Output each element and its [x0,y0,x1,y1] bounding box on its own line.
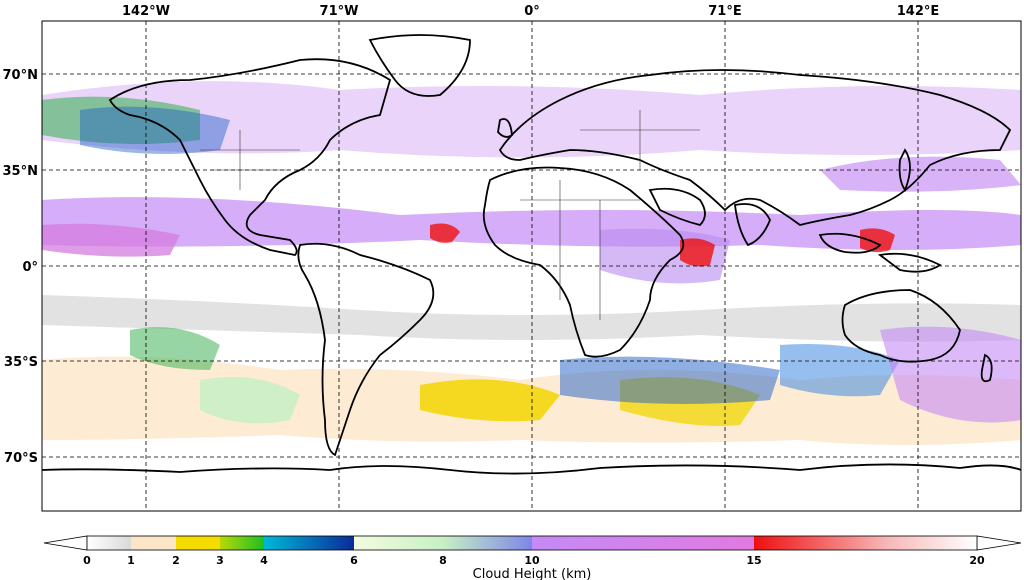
colorbar-tick-1: 1 [127,554,135,567]
colorbar-max-extend [976,535,1022,551]
colorbar-seg-10-15 [532,536,754,550]
colorbar-tick-6: 6 [350,554,358,567]
colorbar-tick-10: 10 [524,554,540,567]
colorbar-seg-1-2 [131,536,176,550]
coastlines [41,34,1022,475]
map-frame [41,20,1022,512]
lat-label-35n: 35°N [3,164,38,179]
colorbar-title: Cloud Height (km) [473,567,592,580]
country-borders [200,110,700,320]
colorbar-tick-4: 4 [260,554,268,567]
lat-label-70s: 70°S [4,451,38,466]
cloud-field [42,81,1021,445]
lon-label-142e: 142°E [897,4,940,19]
colorbar-tick-3: 3 [216,554,224,567]
colorbar-seg-6-10 [354,536,532,550]
gridlines [42,21,1021,511]
colorbar-seg-15-20 [754,536,977,550]
colorbar-frame [86,535,978,551]
colorbar-min-extend [43,535,88,551]
colorbar-tick-2: 2 [172,554,180,567]
lat-label-70n: 70°N [3,68,38,83]
lat-label-0: 0° [22,260,38,275]
colorbar-tick-15: 15 [746,554,761,567]
colorbar-seg-3-4 [220,536,264,550]
lat-label-35s: 35°S [4,355,38,370]
colorbar-tick-8: 8 [439,554,447,567]
lon-label-71e: 71°E [708,4,741,19]
colorbar-seg-4-6 [264,536,354,550]
lon-label-71w: 71°W [320,4,359,19]
colorbar-tick-20: 20 [969,554,985,567]
colorbar-tick-0: 0 [83,554,91,567]
colorbar-seg-0-1 [87,536,131,550]
colorbar-seg-2-3 [176,536,220,550]
lon-label-0: 0° [524,4,540,19]
lon-label-142w: 142°W [122,4,170,19]
colorbar: 0 1 2 3 4 6 8 10 15 20 Cloud Height (km) [43,535,1022,580]
